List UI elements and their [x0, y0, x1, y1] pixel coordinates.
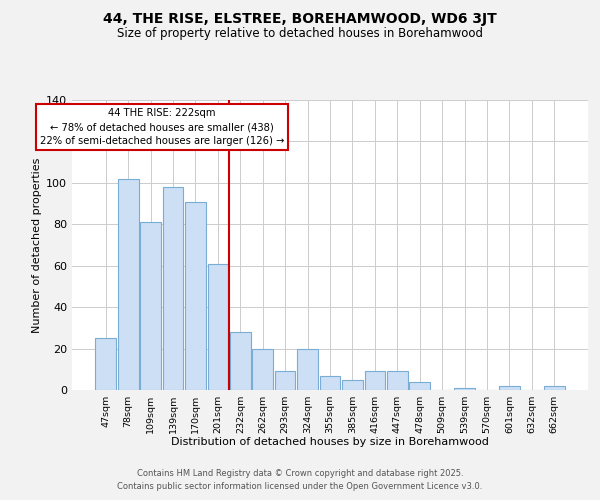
- Y-axis label: Number of detached properties: Number of detached properties: [32, 158, 42, 332]
- Bar: [365, 372, 385, 390]
- Text: Contains HM Land Registry data © Crown copyright and database right 2025.: Contains HM Land Registry data © Crown c…: [137, 468, 463, 477]
- Bar: [297, 348, 318, 390]
- Bar: [140, 222, 161, 390]
- Text: 44 THE RISE: 222sqm
← 78% of detached houses are smaller (438)
22% of semi-detac: 44 THE RISE: 222sqm ← 78% of detached ho…: [40, 108, 284, 146]
- Text: 44, THE RISE, ELSTREE, BOREHAMWOOD, WD6 3JT: 44, THE RISE, ELSTREE, BOREHAMWOOD, WD6 …: [103, 12, 497, 26]
- Bar: [342, 380, 363, 390]
- Bar: [320, 376, 340, 390]
- Bar: [185, 202, 206, 390]
- Bar: [118, 178, 139, 390]
- Bar: [253, 348, 273, 390]
- Bar: [208, 264, 228, 390]
- Text: Size of property relative to detached houses in Borehamwood: Size of property relative to detached ho…: [117, 28, 483, 40]
- Bar: [230, 332, 251, 390]
- Bar: [275, 372, 295, 390]
- Bar: [544, 386, 565, 390]
- X-axis label: Distribution of detached houses by size in Borehamwood: Distribution of detached houses by size …: [171, 438, 489, 448]
- Bar: [454, 388, 475, 390]
- Bar: [387, 372, 407, 390]
- Bar: [163, 187, 184, 390]
- Bar: [499, 386, 520, 390]
- Bar: [95, 338, 116, 390]
- Text: Contains public sector information licensed under the Open Government Licence v3: Contains public sector information licen…: [118, 482, 482, 491]
- Bar: [409, 382, 430, 390]
